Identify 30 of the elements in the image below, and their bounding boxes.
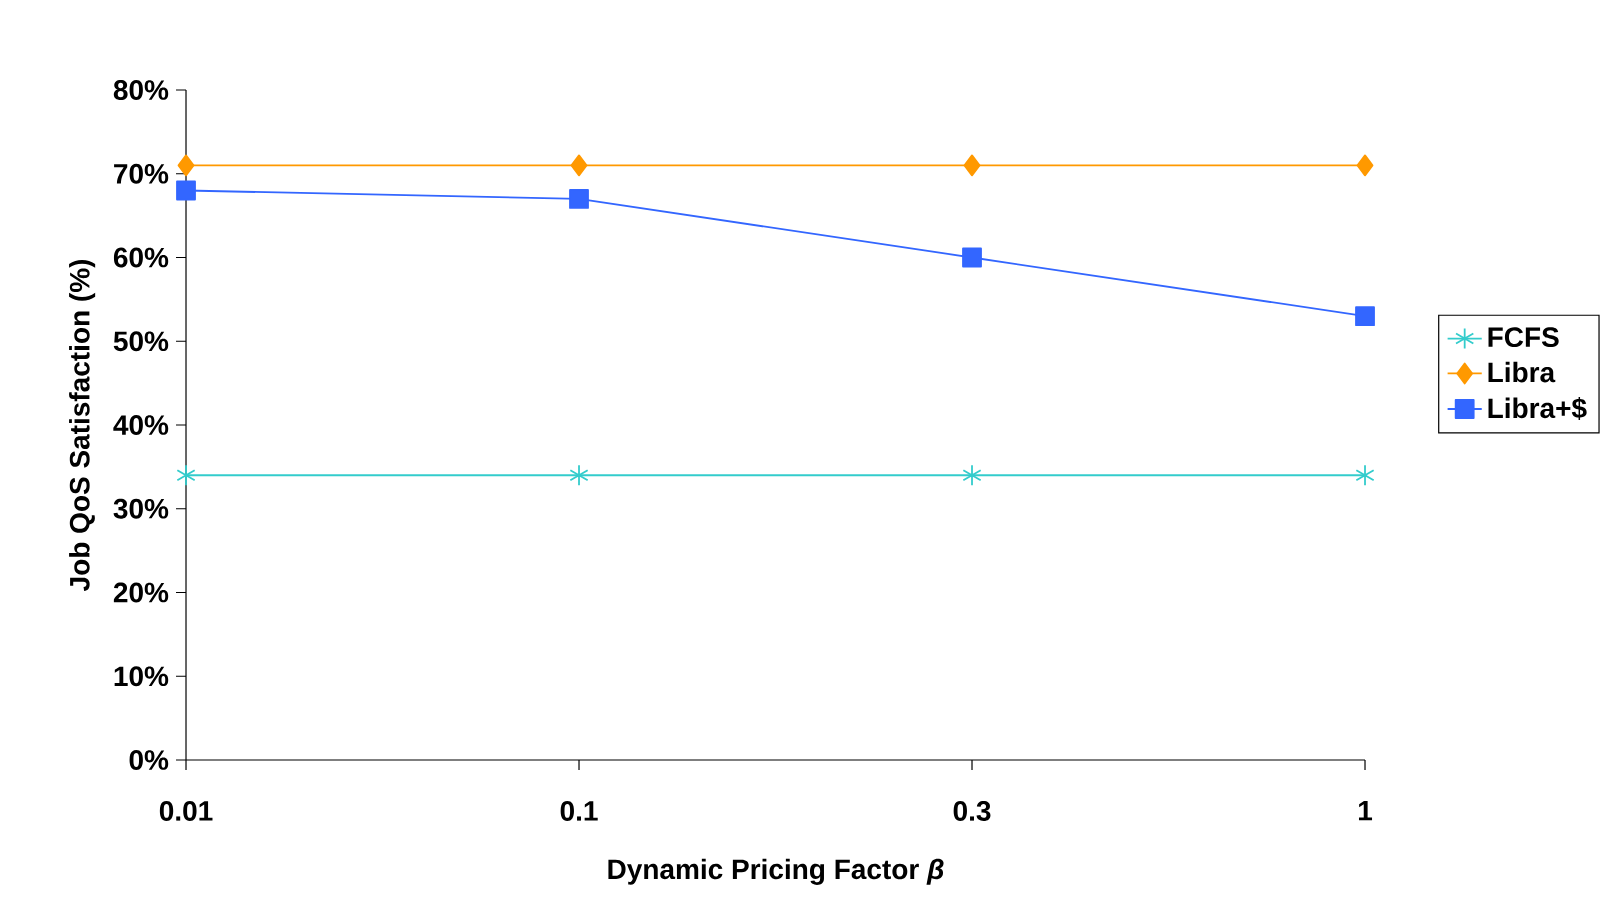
point bbox=[962, 247, 982, 268]
point bbox=[963, 154, 981, 177]
point bbox=[962, 464, 982, 487]
y-tick-label: 50% bbox=[113, 331, 169, 352]
x-tick-label: 0.01 bbox=[159, 801, 213, 821]
y-tick-label: 20% bbox=[113, 582, 169, 603]
point bbox=[1355, 306, 1375, 327]
point bbox=[176, 180, 196, 201]
legend-label: FCFS bbox=[1488, 327, 1559, 348]
y-axis-title: Job QoS Satisfaction (%) bbox=[69, 259, 96, 592]
x-axis-title: Dynamic Pricing Factor β bbox=[608, 858, 944, 885]
point bbox=[176, 464, 196, 487]
point bbox=[569, 188, 589, 209]
x-tick-label: 1 bbox=[1358, 801, 1373, 821]
y-tick-label: 80% bbox=[113, 80, 169, 100]
point bbox=[569, 464, 589, 487]
y-tick-label: 0% bbox=[129, 750, 169, 770]
y-tick-label: 30% bbox=[113, 498, 169, 519]
legend-label: Libra bbox=[1488, 361, 1556, 383]
point bbox=[1355, 464, 1375, 487]
point bbox=[570, 154, 588, 177]
y-tick-label: 10% bbox=[114, 666, 169, 687]
legend-label: Libra+$ bbox=[1488, 397, 1587, 420]
point bbox=[1356, 154, 1374, 177]
point bbox=[177, 154, 195, 177]
y-tick-label: 40% bbox=[113, 415, 169, 435]
x-tick-label: 0.1 bbox=[560, 801, 598, 821]
y-tick-label: 70% bbox=[114, 163, 169, 184]
y-tick-label: 60% bbox=[113, 247, 169, 268]
x-tick-label: 0.3 bbox=[953, 801, 991, 821]
